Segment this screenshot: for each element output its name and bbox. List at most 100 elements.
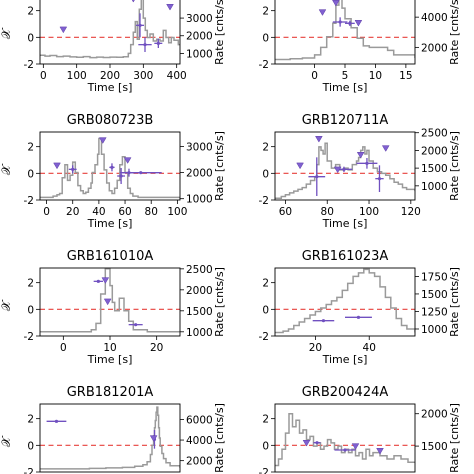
y-axis-label: 𝒳 — [0, 435, 13, 447]
panel-4: GRB120711A -2 0 2 1000 1500 2000 2500 60 80 100 120… — [259, 113, 461, 230]
x-tick-label: 100 — [359, 206, 379, 218]
upper-limit — [53, 162, 61, 170]
data-point — [68, 165, 77, 174]
panel-7: GRB181201A -2 0 2 2000 4000 6000 𝒳 Rate [cnts/s] — [0, 385, 226, 474]
rate-lightcurve — [275, 268, 415, 334]
x-tick-label: 80 — [145, 206, 158, 218]
data-point — [308, 157, 326, 196]
y-tick-label: 0 — [262, 304, 269, 316]
data-point — [109, 163, 115, 172]
y-tick-label: 2 — [27, 278, 34, 290]
y2-tick-label: 1000 — [421, 324, 448, 336]
x-tick-label: 10 — [369, 70, 382, 82]
limit-marker — [376, 448, 384, 455]
x-tick-label: 400 — [167, 70, 187, 82]
panel-title: GRB161023A — [302, 249, 389, 264]
data-point — [128, 323, 143, 327]
limit-marker — [318, 9, 327, 16]
limit-marker — [149, 435, 158, 442]
y2-tick-label: 1000 — [421, 181, 448, 193]
limit-marker — [59, 26, 68, 34]
point-marker — [377, 177, 382, 181]
data-point — [313, 441, 321, 445]
x-tick-label: 20 — [309, 342, 322, 354]
panel-2: -2 0 2 2000 4000 0 5 10 15 Time [s] Rate [cnts/s] — [259, 0, 461, 94]
point-marker — [143, 43, 147, 47]
point-marker — [342, 167, 346, 171]
point-marker — [321, 319, 326, 323]
x-tick-label: 40 — [363, 342, 376, 354]
point-marker — [348, 21, 352, 25]
x-tick-label: 100 — [67, 70, 87, 82]
y-tick-label: 2 — [27, 142, 34, 154]
data-point — [312, 319, 335, 323]
rate-lightcurve — [275, 0, 415, 61]
point-marker — [54, 419, 59, 423]
y-tick-label: -2 — [259, 467, 269, 474]
x-axis-label: Time [s] — [87, 81, 133, 94]
data-point — [93, 279, 103, 283]
y-tick-label: 0 — [27, 32, 34, 44]
x-axis-label: Time [s] — [87, 353, 133, 366]
y-axis-label: 𝒳 — [0, 299, 13, 311]
y2-axis-label: Rate [cnts/s] — [213, 131, 226, 201]
x-tick-label: 10 — [103, 342, 116, 354]
limit-marker — [354, 20, 363, 27]
x-tick-label: 200 — [100, 70, 120, 82]
panel-title: GRB120711A — [302, 113, 389, 128]
y2-tick-label: 1750 — [421, 271, 448, 283]
y2-tick-label: 1500 — [421, 289, 448, 301]
rate-lightcurve — [40, 406, 180, 470]
y2-axis-label: Rate [cnts/s] — [213, 0, 226, 65]
y2-tick-label: 1500 — [186, 306, 213, 318]
x-tick-label: 300 — [133, 70, 153, 82]
limit-marker — [351, 443, 360, 450]
data-point — [46, 419, 67, 423]
y-tick-label: 2 — [27, 414, 34, 426]
point-marker — [138, 23, 142, 27]
y-tick-label: 2 — [27, 6, 34, 18]
x-tick-label: 0 — [311, 70, 318, 82]
axes-frame — [274, 403, 416, 473]
upper-limit — [149, 435, 158, 442]
upper-limit — [381, 145, 390, 152]
point-marker — [96, 279, 100, 283]
x-axis-label: Time [s] — [322, 217, 368, 230]
upper-limit — [98, 137, 107, 144]
x-tick-label: 15 — [399, 70, 412, 82]
limit-marker — [296, 162, 304, 170]
y-tick-label: -2 — [24, 195, 34, 207]
limit-marker — [302, 440, 311, 447]
axes-frame — [39, 403, 181, 473]
point-marker — [156, 41, 160, 45]
point-marker — [134, 323, 138, 327]
upper-limit — [351, 443, 360, 450]
y2-tick-label: 2000 — [186, 285, 213, 297]
y2-axis-label: Rate [cnts/s] — [448, 131, 461, 201]
x-tick-label: 0 — [43, 206, 50, 218]
data-point — [136, 13, 144, 38]
rate-lightcurve — [275, 412, 415, 467]
limit-marker — [356, 152, 365, 159]
y2-tick-label: 2000 — [421, 42, 448, 54]
x-tick-label: 5 — [342, 70, 349, 82]
x-tick-label: 120 — [401, 206, 421, 218]
upper-limit — [101, 277, 110, 284]
x-tick-label: 60 — [118, 206, 131, 218]
data-point — [332, 17, 348, 27]
y2-tick-label: 2000 — [186, 168, 213, 180]
x-axis-label: Time [s] — [87, 217, 133, 230]
axes-frame — [274, 267, 416, 337]
panel-title: GRB161010A — [67, 249, 154, 264]
panel-1: -2 0 2 1000 2000 3000 0 100 200 300 400 Time [s] 𝒳 Ra… — [0, 0, 226, 94]
x-tick-label: 0 — [60, 342, 67, 354]
x-tick-label: 20 — [66, 206, 79, 218]
y-tick-label: -2 — [259, 59, 269, 71]
y2-tick-label: 2500 — [186, 264, 213, 276]
axes-frame — [39, 0, 181, 65]
y-tick-label: 2 — [262, 6, 269, 18]
y2-tick-label: 6000 — [186, 414, 213, 426]
limit-marker — [98, 137, 107, 144]
limit-marker — [166, 4, 174, 11]
